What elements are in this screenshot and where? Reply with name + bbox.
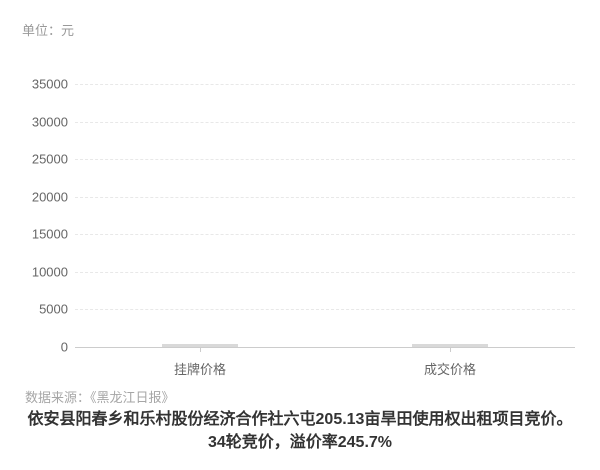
gridline	[75, 196, 575, 198]
bar-listing-price	[162, 344, 238, 347]
x-axis-tick	[200, 347, 201, 352]
gridline	[75, 121, 575, 123]
y-axis-tick-label: 35000	[31, 76, 68, 92]
y-axis-tick-label: 15000	[31, 226, 68, 242]
gridline	[75, 271, 575, 273]
gridline	[75, 84, 575, 85]
y-axis-tick-label: 20000	[31, 189, 68, 205]
x-axis-category-label: 成交价格	[423, 362, 477, 377]
y-axis-tick-label: 25000	[31, 151, 68, 167]
x-axis-line	[75, 347, 575, 348]
caption-line-2: 34轮竞价，溢价率245.7%	[207, 434, 393, 451]
y-axis-tick-label: 10000	[31, 264, 68, 280]
x-axis-tick	[450, 347, 451, 352]
source-label: 数据来源：《黑龙江日报》	[25, 390, 175, 405]
y-axis-tick-label: 0	[60, 339, 68, 355]
caption: 依安县阳春乡和乐村股份经济合作社六屯205.13亩旱田使用权出租项目竞价。 34…	[0, 408, 600, 454]
gridline	[75, 234, 575, 236]
unit-label: 单位：元	[22, 23, 75, 38]
gridline	[75, 159, 575, 161]
gridline	[75, 309, 575, 311]
x-axis-category-label: 挂牌价格	[173, 362, 227, 377]
bar-deal-price	[412, 344, 488, 347]
y-axis-tick-label: 30000	[31, 114, 68, 130]
y-axis-tick-label: 5000	[39, 301, 68, 317]
caption-line-1: 依安县阳春乡和乐村股份经济合作社六屯205.13亩旱田使用权出租项目竞价。	[27, 411, 573, 428]
